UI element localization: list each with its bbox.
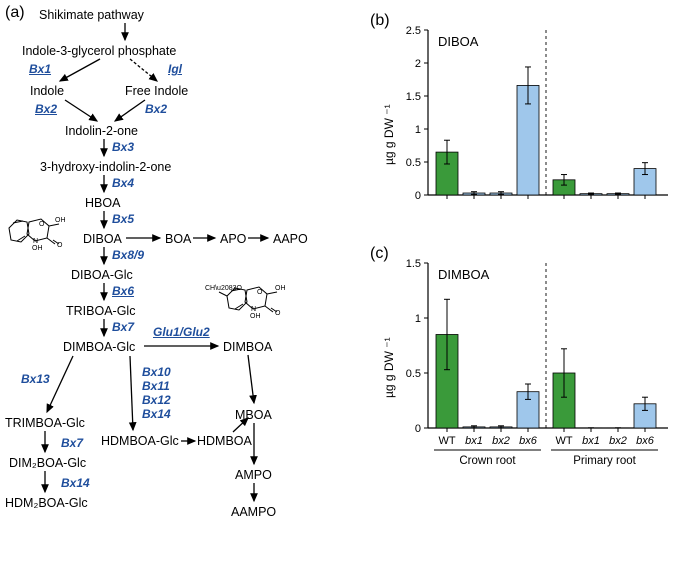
svg-text:1.5: 1.5 bbox=[406, 258, 421, 270]
svg-text:1.5: 1.5 bbox=[406, 91, 421, 103]
pathway-arrows bbox=[5, 0, 360, 566]
svg-text:1: 1 bbox=[415, 313, 421, 325]
svg-text:Crown root: Crown root bbox=[459, 455, 516, 467]
chart-svg-b: 0 0.5 1 1.5 2 2.5 DIBOA bbox=[400, 20, 680, 215]
pathway-diagram: Shikimate pathway Indole-3-glycerol phos… bbox=[5, 0, 360, 566]
svg-text:0: 0 bbox=[415, 423, 421, 435]
svg-text:0: 0 bbox=[415, 190, 421, 202]
ytitle-c: µg g DW ⁻¹ bbox=[382, 337, 396, 398]
chart-svg-c: 0 0.5 1 1.5 WT bx1 bx2 bx6 WT bx1 bx2 bx6 DIMBOA Crow… bbox=[400, 253, 680, 488]
svg-text:DIBOA: DIBOA bbox=[438, 34, 479, 49]
svg-text:0.5: 0.5 bbox=[406, 157, 421, 169]
svg-text:WT: WT bbox=[555, 435, 572, 447]
svg-text:2: 2 bbox=[415, 58, 421, 70]
svg-text:WT: WT bbox=[438, 435, 455, 447]
chart-diboa: µg g DW ⁻¹ 00.511.522.5DIBOA bbox=[400, 20, 680, 215]
ytitle-b: µg g DW ⁻¹ bbox=[382, 104, 396, 165]
chart-dimboa: µg g DW ⁻¹ 00.511.5WTbx1bx2bx6WTbx1bx2bx… bbox=[400, 253, 680, 448]
charts-container: µg g DW ⁻¹ 00.511.522.5DIBOA µg g DW ⁻¹ … bbox=[370, 20, 680, 486]
svg-text:bx1: bx1 bbox=[582, 435, 600, 447]
svg-text:bx2: bx2 bbox=[609, 435, 627, 447]
svg-text:2.5: 2.5 bbox=[406, 25, 421, 37]
svg-text:bx2: bx2 bbox=[492, 435, 510, 447]
svg-text:Primary root: Primary root bbox=[573, 455, 636, 467]
svg-text:0.5: 0.5 bbox=[406, 368, 421, 380]
svg-text:bx6: bx6 bbox=[636, 435, 655, 447]
svg-text:DIMBOA: DIMBOA bbox=[438, 267, 490, 282]
svg-text:bx6: bx6 bbox=[519, 435, 538, 447]
svg-text:bx1: bx1 bbox=[465, 435, 483, 447]
svg-text:1: 1 bbox=[415, 124, 421, 136]
